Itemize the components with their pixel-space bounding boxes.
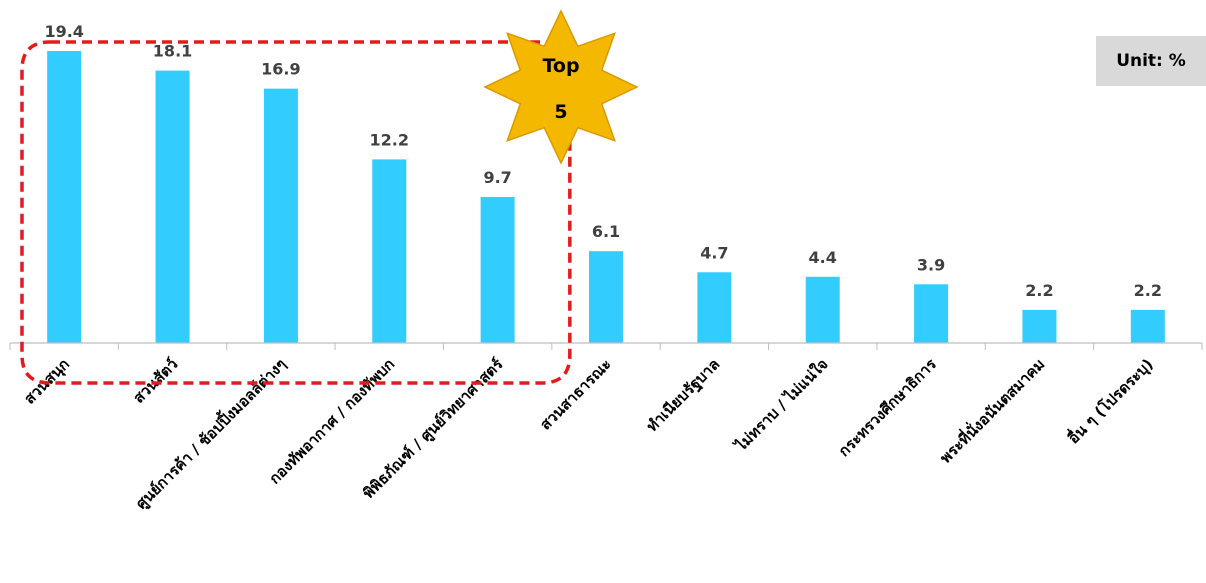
badge-line-1: Top: [542, 55, 579, 77]
data-label-6: 6.1: [592, 222, 620, 241]
data-label-5: 9.7: [483, 168, 511, 187]
bar-7: [697, 272, 732, 343]
category-label-7: ทำเนียบรัฐบาล: [643, 355, 724, 436]
bar-11: [1130, 309, 1165, 343]
data-label-11: 2.2: [1134, 281, 1162, 300]
starburst-icon: [483, 9, 639, 165]
data-label-1: 19.4: [44, 22, 83, 41]
data-label-4: 12.2: [370, 130, 409, 149]
bar-6: [589, 251, 623, 343]
category-label-8: ไม่ทราบ / ไม่แน่ใจ: [730, 354, 832, 456]
bar-2: [155, 70, 190, 343]
category-label-4: กองทัพอากาศ / กองทัพบก: [266, 355, 398, 487]
data-label-8: 4.4: [809, 248, 837, 267]
category-label-11: อื่น ๆ (โปรดระบุ): [1063, 354, 1157, 448]
bar-9: [914, 284, 949, 343]
bar-1: [47, 51, 82, 343]
bar-4: [372, 159, 407, 343]
category-label-6: สวนสาธารณะ: [536, 355, 615, 434]
bar-8: [805, 276, 840, 343]
data-label-7: 4.7: [700, 243, 728, 262]
data-label-2: 18.1: [153, 42, 192, 61]
data-label-3: 16.9: [261, 60, 300, 79]
top5-starburst-badge: Top 5: [483, 9, 639, 165]
category-label-2: สวนสัตว์: [130, 355, 182, 407]
category-label-9: กระทรวงศึกษาธิการ: [835, 354, 941, 460]
bar-10: [1022, 309, 1057, 343]
bar-3: [263, 88, 298, 343]
data-label-10: 2.2: [1025, 281, 1053, 300]
badge-line-2: 5: [554, 101, 567, 123]
bar-5: [480, 197, 515, 343]
data-label-9: 3.9: [917, 255, 945, 274]
unit-label: Unit: %: [1096, 36, 1206, 86]
category-label-10: พระที่นั่งอนันตสมาคม: [935, 354, 1048, 467]
